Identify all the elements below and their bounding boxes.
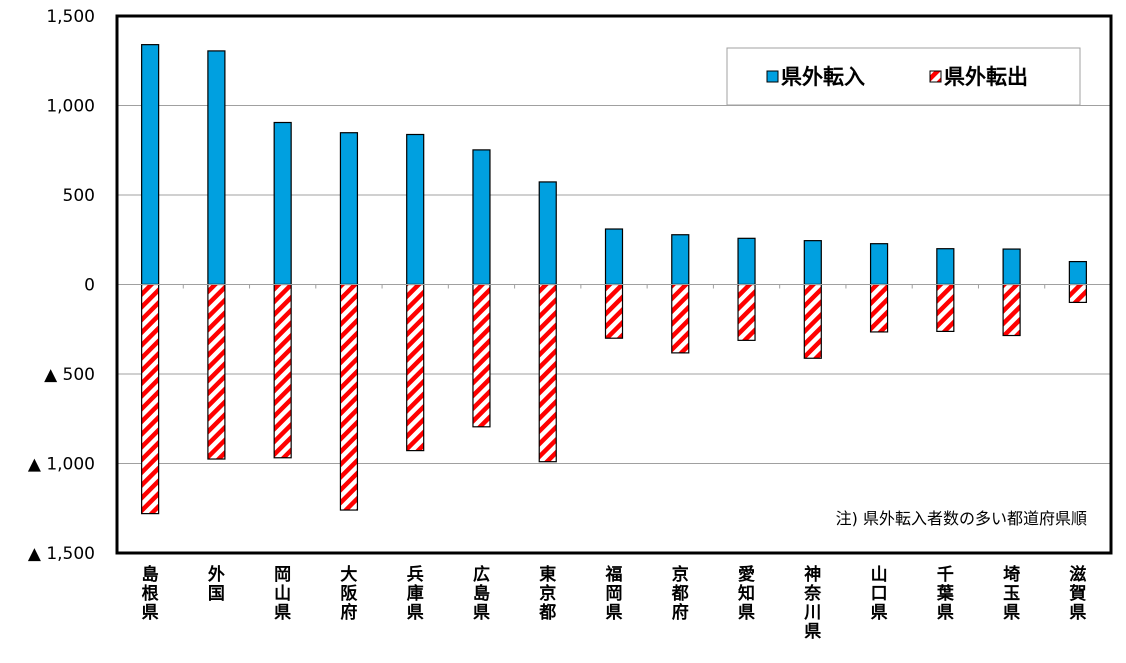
bar-outflow [737, 283, 756, 341]
bar-outflow [406, 283, 425, 452]
y-tick-label: ▲ 1,500 [28, 544, 95, 564]
bar-inflow [141, 44, 160, 286]
x-tick-label: 千葉県 [936, 565, 955, 623]
x-tick-label: 島根県 [142, 564, 159, 623]
x-tick-label: 滋賀県 [1068, 564, 1086, 623]
bar-inflow [207, 50, 226, 286]
plot-border [115, 14, 1113, 555]
bar-inflow [671, 234, 690, 286]
bar-inflow [803, 240, 822, 286]
x-tick-label: 山口県 [871, 565, 888, 623]
bar-outflow [1068, 283, 1087, 303]
bar-outflow [604, 283, 624, 339]
x-tick-label: 埼玉県 [1003, 564, 1020, 623]
legend-swatch-inflow [766, 70, 779, 83]
bar-outflow [472, 283, 491, 428]
x-tick-label: 兵庫県 [407, 564, 424, 623]
x-tick-label: 岡山県 [274, 565, 291, 623]
bar-outflow [671, 283, 690, 354]
bar-inflow [936, 248, 955, 286]
x-tick-label: 愛知県 [737, 564, 755, 623]
bar-outflow [936, 283, 955, 332]
x-tick-labels: 島根県 外国 岡山県 大阪府 兵庫県 広島県 東京都 福岡県 京都府 愛知県 神奈川県 山口県 千葉県 埼… [142, 564, 1087, 642]
bar-inflow [604, 228, 624, 286]
legend-label-inflow: 県外転入 [781, 65, 865, 89]
x-tick-label: 神奈川県 [803, 564, 822, 642]
bar-inflow [406, 133, 425, 286]
x-tick-label: 京都府 [671, 564, 689, 623]
bar-inflow [737, 237, 756, 286]
bar-outflow [273, 283, 292, 459]
bar-inflow [472, 149, 491, 286]
bar-outflow [803, 283, 822, 359]
y-tick-labels: 1,500 1,000 500 0 ▲ 500 ▲ 1,000 ▲ 1,500 [28, 7, 95, 564]
y-tick-label: 0 [84, 276, 95, 296]
bar-outflow [538, 283, 557, 463]
x-tick-label: 福岡県 [605, 564, 623, 623]
bar-inflow [273, 121, 292, 286]
y-tick-label: 1,500 [46, 7, 95, 27]
x-tick-label: 大阪府 [340, 564, 357, 623]
x-tick-label: 東京都 [538, 564, 556, 623]
bar-inflow [1002, 248, 1021, 286]
bar-outflow [1002, 283, 1021, 337]
y-tick-label: ▲ 500 [44, 365, 95, 385]
y-tick-label: 1,000 [46, 97, 95, 117]
bar-outflow [339, 283, 359, 511]
bar-inflow [538, 181, 557, 286]
legend: 県外転入 県外転出 [726, 47, 1081, 106]
bar-outflow [869, 283, 889, 333]
legend-label-outflow: 県外転出 [944, 65, 1028, 89]
y-tick-label: ▲ 1,000 [28, 455, 95, 475]
x-tick-label: 外国 [208, 564, 225, 604]
bar-inflow [869, 243, 889, 286]
y-tick-label: 500 [63, 186, 95, 206]
bar-inflow [339, 132, 359, 286]
annotation: 注) 県外転入者数の多い都道府県順 [836, 509, 1087, 528]
bar-outflow [207, 283, 226, 460]
legend-box [726, 47, 1081, 106]
bar-outflow [141, 283, 160, 515]
x-tick-label: 広島県 [473, 564, 490, 623]
axes [115, 14, 1113, 555]
legend-swatch-outflow [929, 70, 942, 83]
bar-inflow [1068, 260, 1087, 286]
bars [141, 44, 1087, 515]
